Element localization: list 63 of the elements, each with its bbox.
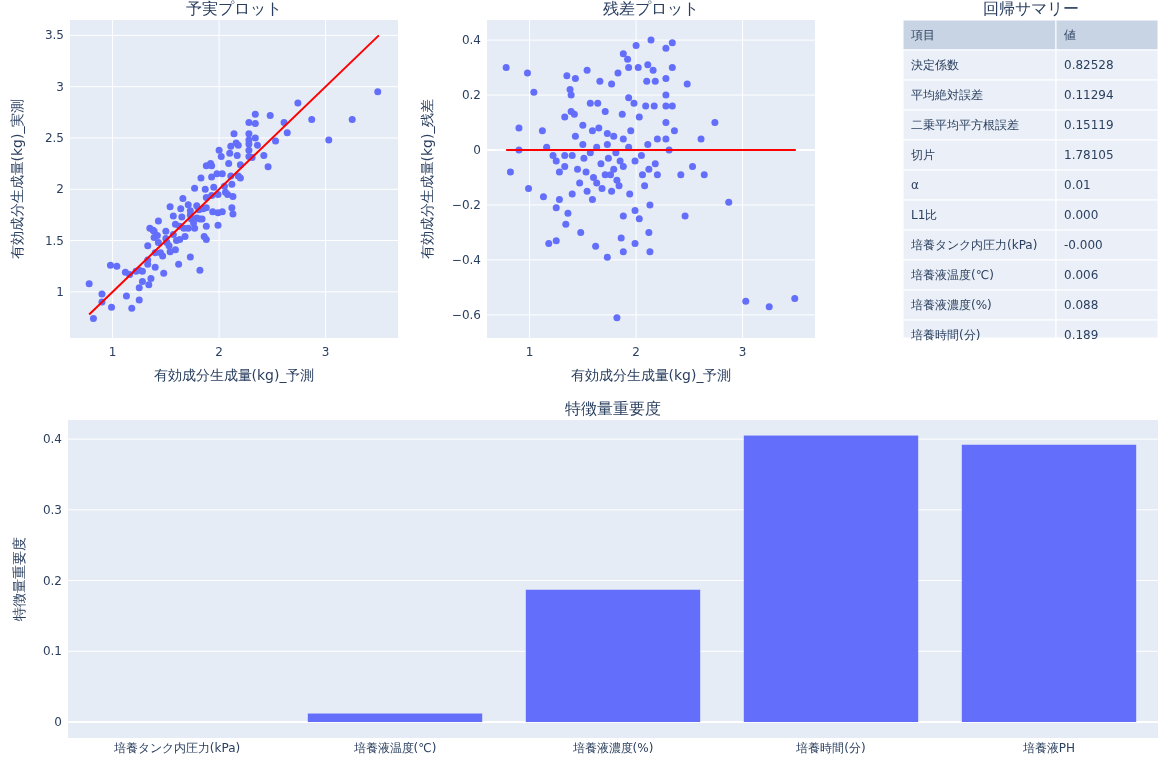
text: 0.189 — [1064, 328, 1099, 342]
x-tick-label: 培養タンク内圧力(kPa) — [112, 741, 241, 755]
text: -0.000 — [1064, 238, 1103, 252]
bar — [961, 444, 1137, 723]
text: 培養タンク内圧力(kPa) — [910, 238, 1038, 252]
text: 0.15119 — [1064, 118, 1114, 132]
x-tick-label: 培養液PH — [1021, 741, 1076, 755]
y-axis-title: 有効成分生成量(kg)_実測 — [9, 98, 25, 260]
text: 培養液濃度(%) — [910, 298, 992, 312]
text: 1.78105 — [1064, 148, 1114, 162]
text: 0.82528 — [1064, 58, 1114, 72]
x-tick-label: 培養液濃度(%) — [571, 741, 654, 755]
y-tick-label: 0 — [473, 143, 481, 157]
text: 切片 — [911, 148, 935, 162]
y-tick-label: 0 — [54, 715, 62, 730]
text: 0.000 — [1064, 208, 1099, 222]
x-tick-label: 培養時間(分) — [795, 741, 866, 755]
bar — [307, 713, 483, 723]
y-tick-label: 0.2 — [42, 573, 62, 588]
text: 回帰サマリー — [982, 0, 1079, 18]
text: 0.088 — [1064, 298, 1099, 312]
y-tick-label: 3.5 — [44, 28, 64, 43]
y-tick-label: 0.2 — [461, 88, 481, 103]
x-tick-label: 3 — [321, 345, 330, 359]
y-tick-label: −0.4 — [451, 252, 481, 267]
text: 項目 — [910, 28, 935, 42]
x-tick-label: 1 — [525, 345, 534, 359]
y-axis-title: 特徴量重要度 — [11, 537, 27, 621]
text: L1比 — [911, 208, 938, 222]
x-tick-label: 培養液温度(℃) — [352, 741, 437, 755]
text: 培養液温度(℃) — [910, 268, 994, 282]
text: 培養時間(分) — [910, 328, 981, 342]
text: 決定係数 — [911, 58, 959, 72]
y-tick-label: 0.1 — [42, 644, 62, 659]
text: 0.006 — [1064, 268, 1099, 282]
bar — [743, 435, 919, 723]
y-tick-label: −0.2 — [451, 197, 481, 212]
text: 二乗平均平方根誤差 — [911, 118, 1019, 132]
y-tick-label: 1 — [56, 284, 64, 299]
bar — [525, 589, 701, 723]
y-axis-title: 有効成分生成量(kg)_残差 — [419, 98, 435, 260]
y-tick-label: 2.5 — [44, 130, 64, 145]
x-tick-label: 2 — [215, 345, 223, 359]
y-tick-label: 0.4 — [461, 33, 481, 48]
text: 平均絶対誤差 — [911, 88, 983, 102]
x-tick-label: 1 — [108, 345, 117, 359]
text: 0.01 — [1064, 178, 1091, 192]
y-tick-label: 2 — [56, 182, 64, 197]
y-tick-label: 0.4 — [42, 432, 62, 447]
chart-title: 特徴量重要度 — [565, 399, 661, 418]
text: 値 — [1064, 28, 1076, 42]
y-tick-label: −0.6 — [451, 307, 481, 322]
x-tick-label: 3 — [738, 345, 747, 359]
text: α — [911, 178, 919, 192]
chart-title: 予実プロット — [186, 0, 282, 18]
text: 0.11294 — [1064, 88, 1114, 102]
x-axis-title: 有効成分生成量(kg)_予測 — [153, 367, 315, 383]
y-tick-label: 3 — [56, 79, 64, 94]
chart-title: 残差プロット — [603, 0, 699, 18]
y-tick-label: 1.5 — [44, 233, 64, 248]
y-tick-label: 0.3 — [42, 502, 62, 517]
x-tick-label: 2 — [632, 345, 640, 359]
x-axis-title: 有効成分生成量(kg)_予測 — [570, 367, 732, 383]
